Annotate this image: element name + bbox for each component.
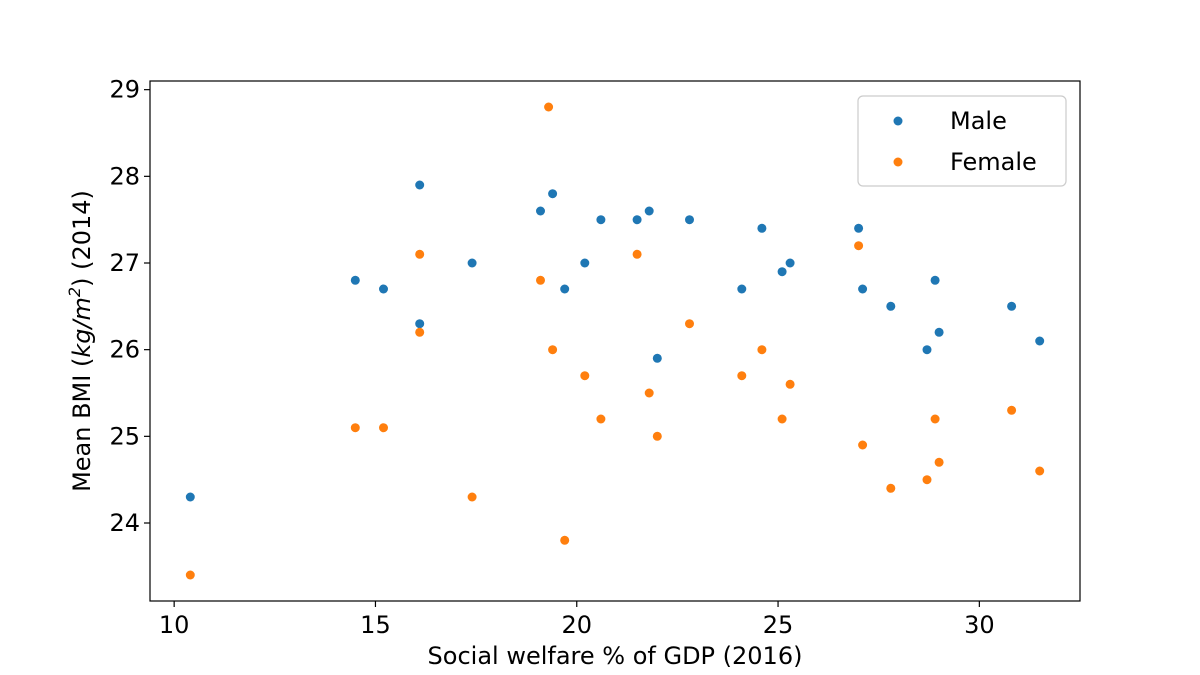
data-point-male-2 bbox=[350, 275, 360, 285]
data-point-female-25 bbox=[930, 414, 940, 424]
data-point-male-8 bbox=[548, 189, 558, 199]
data-point-male-6 bbox=[467, 258, 477, 268]
data-point-male-17 bbox=[757, 223, 767, 233]
data-point-male-21 bbox=[858, 284, 868, 294]
x-tick-label-20: 20 bbox=[561, 611, 592, 639]
legend-label-male: Male bbox=[950, 107, 1007, 135]
data-point-male-3 bbox=[379, 284, 388, 294]
data-point-female-7 bbox=[536, 275, 545, 285]
data-point-female-11 bbox=[580, 371, 590, 381]
data-point-male-10 bbox=[580, 258, 590, 268]
data-point-female-20 bbox=[785, 379, 795, 389]
data-point-female-15 bbox=[652, 431, 662, 441]
data-point-female-19 bbox=[777, 414, 787, 424]
x-tick-label-25: 25 bbox=[763, 611, 794, 639]
data-point-male-5 bbox=[415, 319, 425, 329]
y-axis-title-prefix: Mean BMI ( bbox=[68, 358, 96, 492]
data-point-female-3 bbox=[379, 423, 388, 433]
data-point-female-23 bbox=[886, 483, 896, 493]
data-point-female-27 bbox=[1007, 405, 1017, 415]
data-point-male-16 bbox=[737, 284, 747, 294]
y-tick-label-26: 26 bbox=[109, 336, 140, 364]
legend: Male Female bbox=[857, 95, 1067, 187]
data-point-male-14 bbox=[652, 353, 662, 363]
x-tick-label-30: 30 bbox=[964, 611, 995, 639]
data-point-female-24 bbox=[922, 475, 932, 485]
legend-marker-female bbox=[893, 157, 903, 167]
data-point-male-18 bbox=[777, 267, 787, 277]
data-point-male-13 bbox=[644, 206, 654, 216]
data-point-female-18 bbox=[757, 345, 767, 355]
y-axis-title-unit: kg/m bbox=[68, 297, 96, 358]
legend-marker-male bbox=[893, 116, 903, 126]
plot-area-frame bbox=[149, 80, 1081, 602]
data-point-female-2 bbox=[350, 423, 360, 433]
y-axis-title-suffix: ) (2014) bbox=[68, 190, 96, 287]
data-point-male-9 bbox=[560, 284, 570, 294]
data-point-male-24 bbox=[930, 275, 940, 285]
data-point-female-8 bbox=[544, 102, 554, 112]
y-tick-label-28: 28 bbox=[109, 162, 140, 190]
data-point-male-25 bbox=[934, 327, 944, 337]
data-point-male-26 bbox=[1007, 301, 1017, 311]
y-tick-label-27: 27 bbox=[109, 249, 140, 277]
y-tick-label-25: 25 bbox=[109, 422, 140, 450]
data-point-female-1 bbox=[185, 570, 195, 580]
data-point-female-4 bbox=[415, 249, 425, 259]
axis-ticks-layer: 10 15 20 25 30 24 25 26 27 28 29 bbox=[109, 76, 994, 639]
x-tick-label-15: 15 bbox=[360, 611, 391, 639]
data-point-male-11 bbox=[596, 215, 606, 225]
data-point-female-13 bbox=[632, 249, 642, 259]
x-axis-title: Social welfare % of GDP (2016) bbox=[428, 642, 803, 670]
data-point-female-16 bbox=[685, 319, 694, 329]
y-tick-label-29: 29 bbox=[109, 76, 140, 104]
data-point-male-22 bbox=[886, 301, 896, 311]
data-point-male-27 bbox=[1035, 336, 1045, 346]
x-tick-label-10: 10 bbox=[159, 611, 190, 639]
data-point-female-22 bbox=[858, 440, 868, 450]
data-point-female-14 bbox=[644, 388, 654, 398]
data-point-male-7 bbox=[536, 206, 545, 216]
data-point-male-1 bbox=[185, 492, 195, 502]
legend-label-female: Female bbox=[950, 148, 1037, 176]
data-point-female-10 bbox=[560, 535, 570, 545]
data-point-female-26 bbox=[934, 457, 944, 467]
data-point-male-12 bbox=[632, 215, 642, 225]
data-point-female-28 bbox=[1035, 466, 1045, 476]
data-point-female-17 bbox=[737, 371, 747, 381]
data-point-male-4 bbox=[415, 180, 425, 190]
data-point-male-19 bbox=[785, 258, 795, 268]
y-axis-title: Mean BMI (kg/m2) (2014) bbox=[65, 190, 96, 492]
legend-box bbox=[857, 95, 1067, 187]
data-point-male-15 bbox=[685, 215, 694, 225]
data-point-female-12 bbox=[596, 414, 606, 424]
data-point-male-20 bbox=[854, 223, 864, 233]
data-points-layer bbox=[185, 102, 1045, 580]
data-point-female-21 bbox=[854, 241, 864, 251]
data-point-male-23 bbox=[922, 345, 932, 355]
data-point-female-6 bbox=[467, 492, 477, 502]
data-point-female-9 bbox=[548, 345, 558, 355]
data-point-female-5 bbox=[415, 327, 425, 337]
y-axis-title-unit-exponent: 2 bbox=[65, 287, 84, 297]
y-tick-label-24: 24 bbox=[109, 509, 140, 537]
